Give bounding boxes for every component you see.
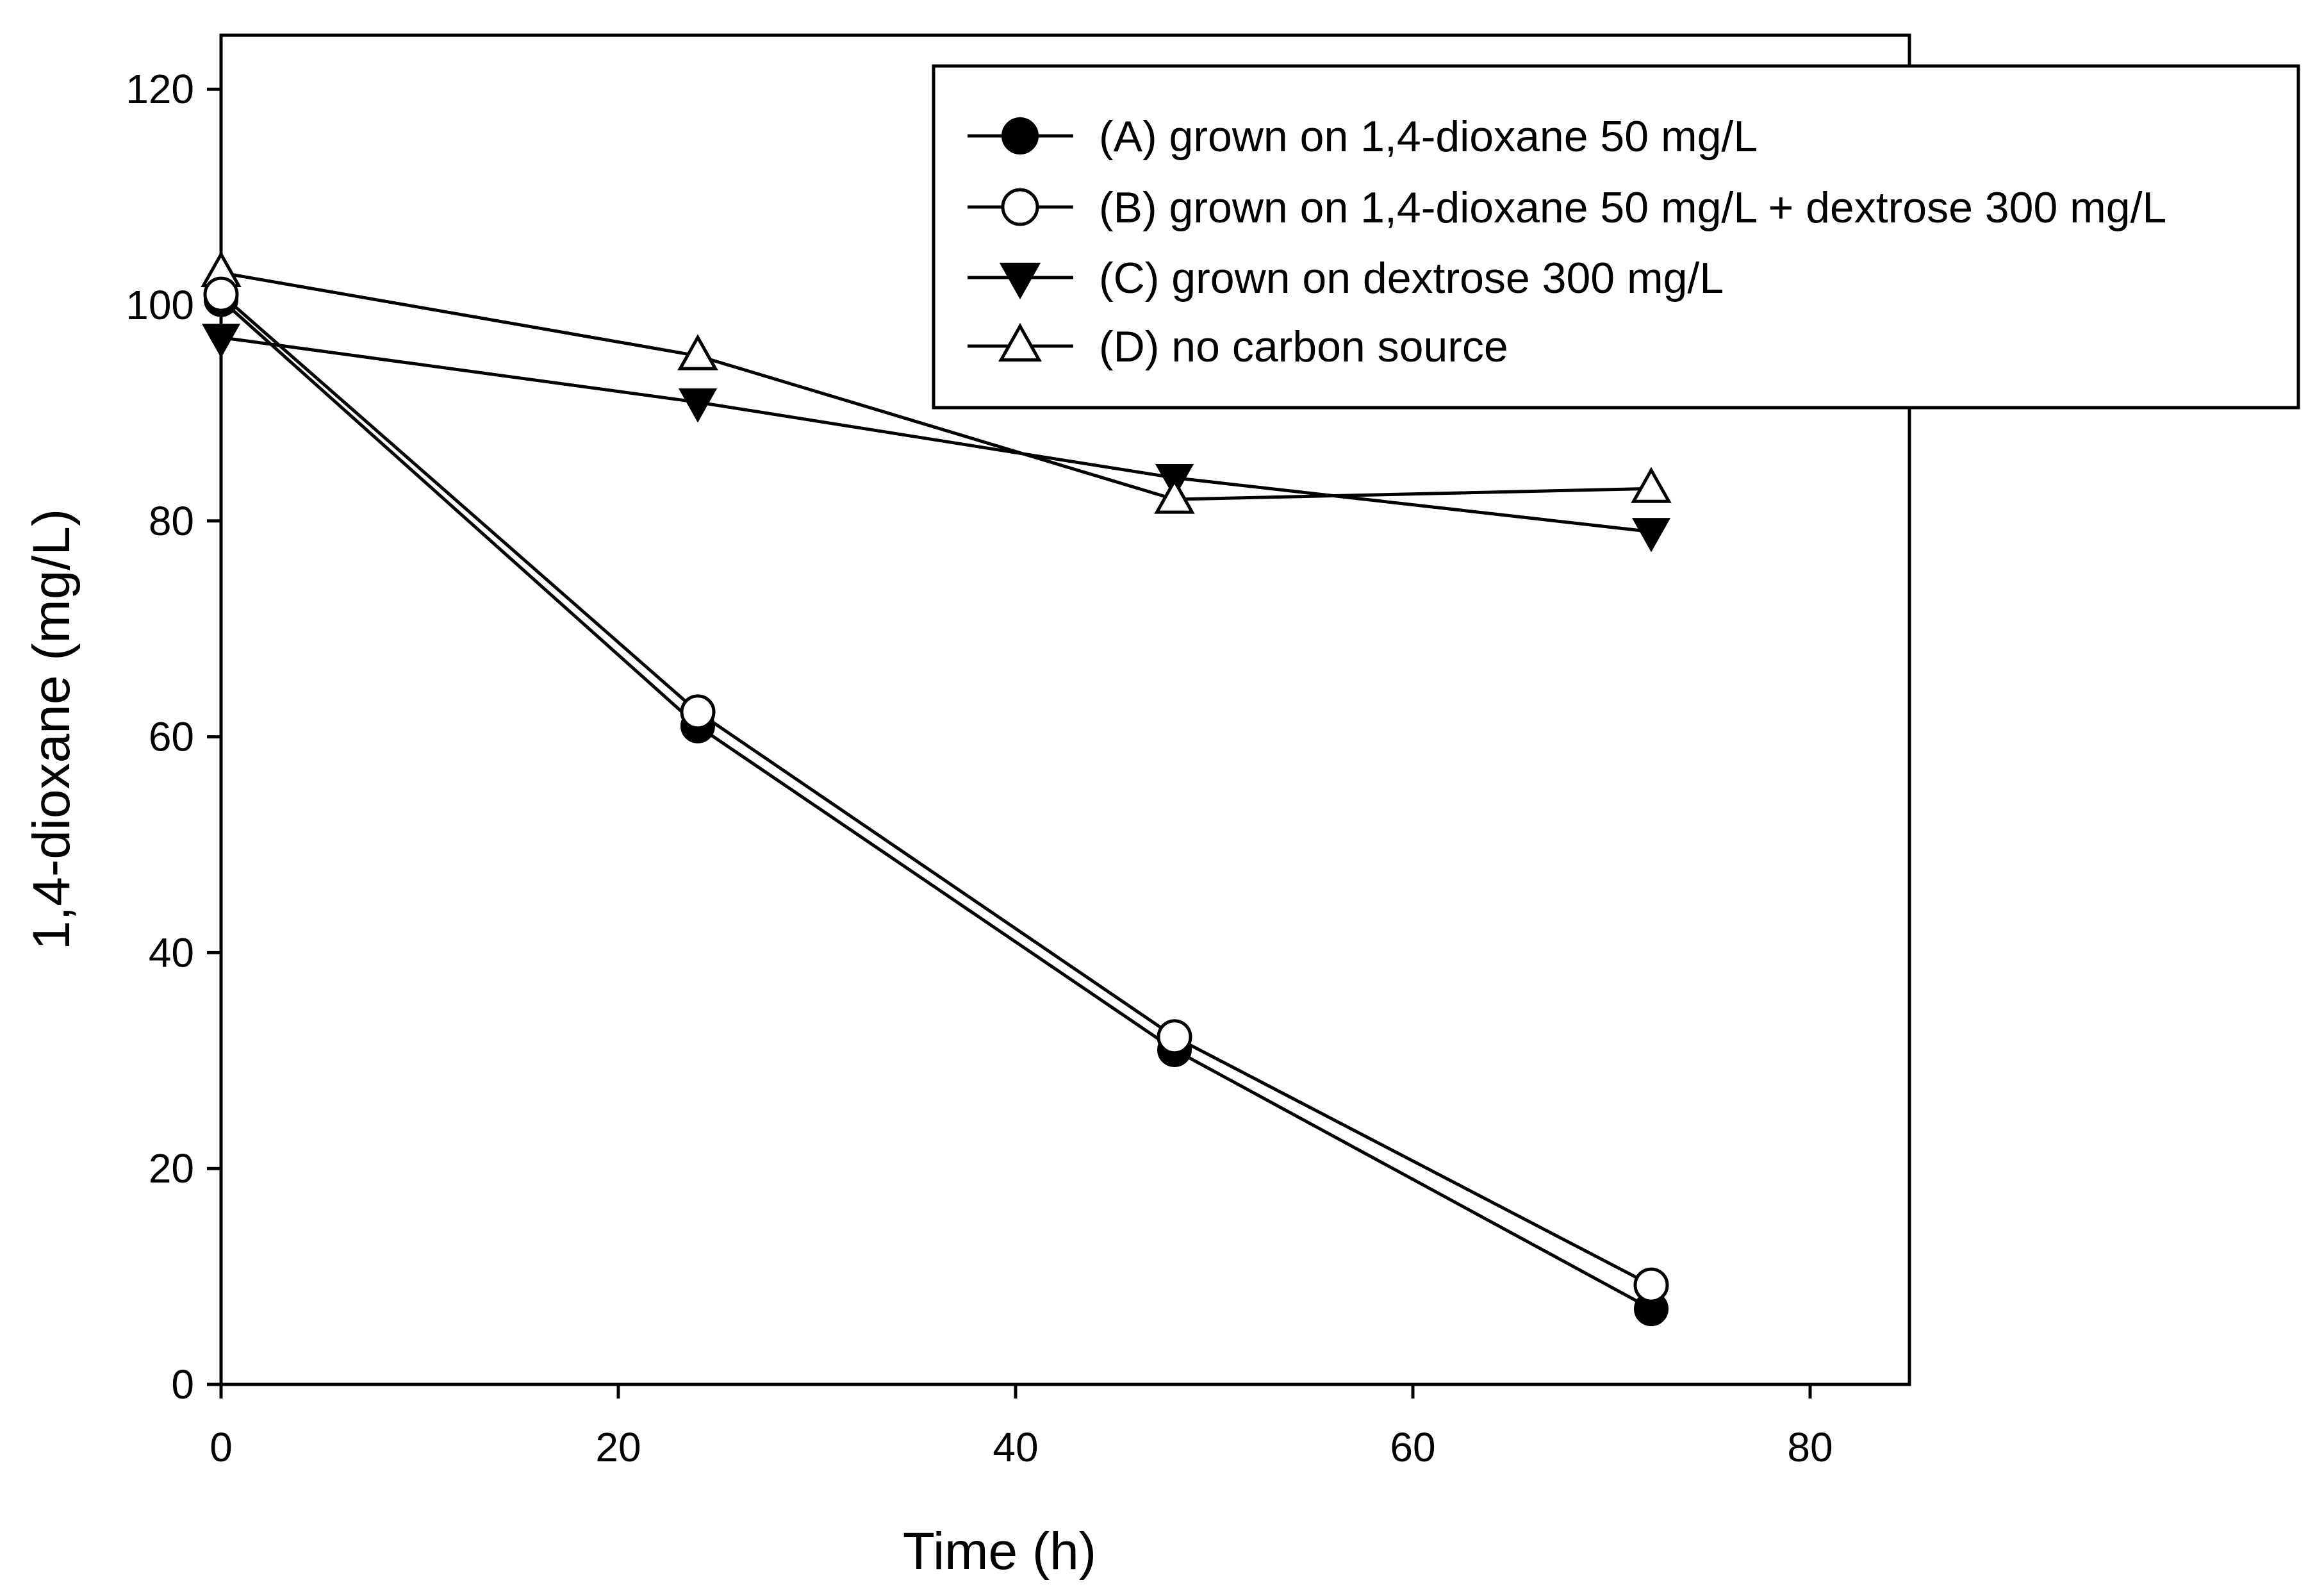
series-4 xyxy=(201,251,1672,514)
series-line xyxy=(220,336,1652,534)
data-point xyxy=(678,388,718,423)
legend: (A) grown on 1,4-dioxane 50 mg/L (B) grow… xyxy=(932,64,2300,410)
y-tick-label: 0 xyxy=(171,1361,194,1407)
legend-marker xyxy=(1001,117,1039,154)
data-point xyxy=(203,276,239,312)
data-point xyxy=(1631,467,1672,503)
legend-label: (D) no carbon source xyxy=(1099,322,1508,371)
legend-box xyxy=(932,64,2300,410)
data-point xyxy=(201,324,241,358)
x-tick-label: 80 xyxy=(1787,1424,1833,1470)
legend-entry: (A) grown on 1,4-dioxane 50 mg/L xyxy=(968,112,1758,161)
legend-marker xyxy=(998,322,1042,362)
legend-label: (A) grown on 1,4-dioxane 50 mg/L xyxy=(1099,112,1758,161)
data-point xyxy=(1631,518,1671,552)
legend-label: (B) grown on 1,4-dioxane 50 mg/L + dextr… xyxy=(1099,183,2166,232)
series-line xyxy=(220,298,1652,1311)
legend-marker xyxy=(1001,188,1039,226)
data-point xyxy=(680,694,716,730)
data-point xyxy=(1157,1019,1192,1055)
y-axis-title: 1,4-dioxane (mg/L) xyxy=(22,509,81,950)
plot-frame xyxy=(219,33,1911,1386)
y-tick-label: 60 xyxy=(149,714,194,760)
x-tick-label: 60 xyxy=(1390,1424,1435,1470)
y-tick-label: 100 xyxy=(126,282,194,328)
series-line xyxy=(220,293,1652,1287)
legend-label: (C) grown on dextrose 300 mg/L xyxy=(1099,254,1724,303)
y-tick-label: 120 xyxy=(126,66,194,112)
series-line xyxy=(220,271,1652,501)
series-layer xyxy=(201,251,1672,1327)
legend-entry: (B) grown on 1,4-dioxane 50 mg/L + dextr… xyxy=(968,183,2166,232)
axis-ticks: 0 20 40 60 80 100 120 0 20 40 60 80 xyxy=(126,66,1833,1470)
x-tick-label: 40 xyxy=(993,1424,1038,1470)
legend-entry: (C) grown on dextrose 300 mg/L xyxy=(968,254,1724,303)
x-tick-label: 0 xyxy=(210,1424,233,1470)
data-point xyxy=(1154,477,1195,514)
series-2 xyxy=(203,276,1669,1303)
y-tick-label: 20 xyxy=(149,1145,194,1191)
legend-marker xyxy=(999,262,1041,300)
data-point xyxy=(677,334,718,370)
x-axis-title: Time (h) xyxy=(903,1522,1096,1581)
legend-entry: (D) no carbon source xyxy=(968,322,1508,371)
y-tick-label: 40 xyxy=(149,929,194,975)
x-tick-label: 20 xyxy=(595,1424,641,1470)
y-tick-label: 80 xyxy=(149,498,194,544)
data-point xyxy=(1633,1267,1669,1303)
